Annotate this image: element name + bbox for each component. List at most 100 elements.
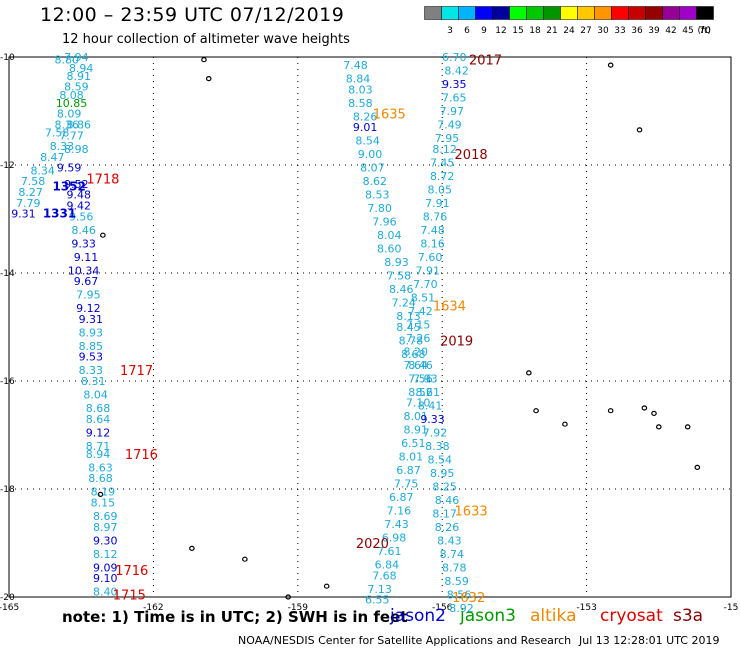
wave-height-value: 9.67 [74, 275, 99, 288]
wave-height-value: 9.11 [74, 251, 99, 264]
island-outline [641, 405, 648, 411]
wave-height-value: 7.49 [437, 119, 462, 132]
wave-height-value: 8.15 [91, 497, 116, 510]
wave-height-value: 9.12 [76, 302, 101, 315]
wave-height-value: 8.92 [449, 602, 474, 615]
legend-altika: altika [530, 606, 577, 626]
wave-height-value: 8.12 [93, 548, 118, 561]
y-tick-label: -14 [0, 269, 15, 279]
wave-height-value: 8.09 [57, 108, 82, 121]
wave-height-value: 7.97 [440, 105, 465, 118]
wave-height-value: 7.42 [408, 305, 433, 318]
wave-height-value: 8.94 [69, 62, 94, 75]
y-tick-label: -16 [0, 377, 15, 387]
wave-height-value: 8.43 [437, 534, 462, 547]
island-outline [694, 464, 701, 470]
island-outline [201, 57, 207, 63]
island-outline [205, 75, 212, 82]
x-tick-label: -165 [0, 603, 19, 613]
wave-height-value: 10.85 [56, 97, 88, 110]
wave-height-value: 8.97 [93, 521, 118, 534]
wave-height-value: 8.93 [79, 326, 104, 339]
wave-height-value: 8.54 [355, 135, 380, 148]
wave-height-color-scale: 3 6 9 12 15 18 21 24 27 30 33 36 39 42 45 70(ft) [424, 6, 714, 36]
wave-height-value: 9.10 [93, 572, 118, 585]
scale-tick-label: 39 [648, 26, 660, 36]
wave-height-value: 8.40 [93, 586, 118, 599]
wave-height-value: 7.93 [413, 372, 438, 385]
wave-height-value: 7.61 [377, 545, 402, 558]
scale-tick-label: 12 [495, 26, 506, 36]
island-outline [684, 424, 691, 430]
wave-height-value: 7.56 [408, 372, 433, 385]
wave-height-value: 8.17 [432, 507, 457, 520]
wave-height-value: 8.76 [423, 210, 448, 223]
wave-height-value: 7.24 [391, 297, 416, 310]
scale-tick-label: 6 [464, 26, 470, 36]
wave-height-value: 7.65 [442, 92, 467, 105]
island-outline [97, 491, 104, 497]
wave-height-value: 7.48 [420, 224, 445, 237]
wave-height-value: 6.87 [389, 491, 414, 504]
wave-height-value: 8.38 [425, 440, 450, 453]
wave-height-value: 9.59 [57, 162, 82, 175]
wave-height-value: 8.69 [93, 510, 118, 523]
wave-height-value: 9.33 [71, 237, 96, 250]
pass-time-label: 2017 [469, 54, 502, 69]
legend-jason2: jason2 [390, 606, 446, 626]
wave-height-value: 8.58 [348, 97, 373, 110]
wave-height-value: 8.84 [346, 73, 371, 86]
y-tick-label: -20 [0, 593, 15, 603]
legend-cryosat: cryosat [600, 606, 663, 626]
wave-height-value: 7.16 [387, 505, 412, 518]
wave-height-value: 8.62 [363, 175, 388, 188]
wave-height-value: 8.04 [377, 229, 402, 242]
pass-time-label: 2018 [455, 148, 488, 163]
wave-height-value: 7.48 [343, 59, 368, 72]
wave-height-value: 7.96 [372, 216, 397, 229]
wave-height-value: 6.98 [382, 532, 407, 545]
wave-height-value: 8.33 [50, 140, 75, 153]
wave-height-value: 8.68 [86, 402, 111, 415]
wave-height-value: 8.25 [432, 480, 457, 493]
island-outline [189, 545, 195, 552]
scale-tick-label: 45 [682, 26, 693, 36]
wave-height-value: 9.12 [86, 426, 111, 439]
scale-swatch [696, 6, 714, 20]
scale-tick-label: 33 [614, 26, 625, 36]
wave-height-value: 8.74 [440, 548, 465, 561]
wave-height-value: 8.26 [353, 110, 378, 123]
legend-jason3: jason3 [460, 606, 516, 626]
wave-height-value: 8.47 [40, 151, 65, 164]
pass-time-label: 1331 [43, 207, 76, 221]
wave-height-value: 8.53 [365, 189, 390, 202]
scale-tick-label: 70 [699, 26, 711, 36]
wave-height-value: 8.46 [435, 494, 460, 507]
scale-tick-label: 27 [580, 26, 591, 36]
wave-height-value: 7.58 [387, 270, 412, 283]
pass-time-label: 1632 [452, 591, 485, 606]
scale-unit-label: (ft) [697, 26, 711, 36]
x-tick-label: -159 [288, 603, 309, 613]
x-tick-label: -156 [432, 603, 453, 613]
wave-height-value: 9.30 [93, 534, 118, 547]
wave-height-value: 8.34 [30, 164, 55, 177]
wave-height-value: 8.91 [403, 424, 428, 437]
wave-height-value: 8.46 [408, 359, 433, 372]
wave-height-value: 7.95 [435, 132, 460, 145]
wave-height-value: 8.91 [67, 70, 92, 83]
wave-height-value: 9.31 [79, 313, 104, 326]
wave-height-value: 7.58 [21, 175, 46, 188]
wave-height-value: 7.77 [59, 129, 84, 142]
wave-height-value: 9.35 [442, 78, 467, 91]
wave-height-value: 8.08 [59, 89, 84, 102]
x-tick-label: -15 [724, 603, 739, 613]
wave-height-value: 6.51 [401, 437, 426, 450]
wave-height-value: 8.16 [420, 237, 445, 250]
scale-tick-label: 15 [512, 26, 523, 36]
island-outline [607, 408, 614, 414]
wave-height-value: 8.98 [64, 143, 89, 156]
wave-height-value: 7.70 [413, 278, 438, 291]
island-outline [526, 370, 532, 376]
